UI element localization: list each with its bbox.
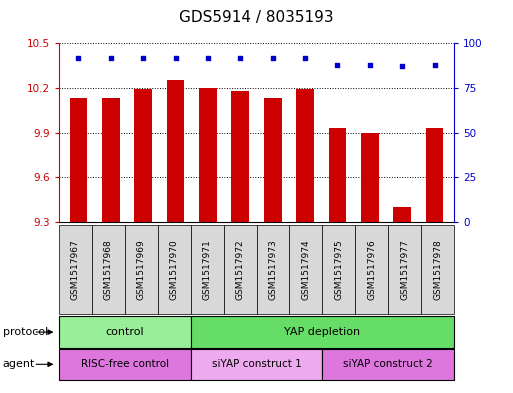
Text: GSM1517976: GSM1517976 (367, 239, 376, 300)
Text: GSM1517977: GSM1517977 (400, 239, 409, 300)
Bar (167, 81, 185, 222)
Text: GDS5914 / 8035193: GDS5914 / 8035193 (179, 10, 334, 25)
Text: GSM1517968: GSM1517968 (104, 239, 113, 300)
Point (107, 54, 115, 61)
Point (204, 54, 212, 61)
Point (398, 63, 406, 70)
Text: GSM1517972: GSM1517972 (235, 239, 245, 300)
Text: GSM1517974: GSM1517974 (301, 239, 310, 300)
Text: YAP depletion: YAP depletion (284, 327, 361, 337)
Point (236, 54, 244, 61)
Bar (361, 133, 379, 222)
Text: GSM1517971: GSM1517971 (203, 239, 212, 300)
Point (74, 54, 83, 61)
Text: RISC-free control: RISC-free control (81, 359, 169, 369)
Text: GSM1517975: GSM1517975 (334, 239, 343, 300)
Bar (426, 128, 443, 222)
Text: GSM1517973: GSM1517973 (268, 239, 278, 300)
Point (430, 62, 439, 68)
Bar (328, 128, 346, 222)
Text: GSM1517970: GSM1517970 (170, 239, 179, 300)
Bar (296, 90, 314, 222)
Point (301, 54, 309, 61)
Text: agent: agent (3, 359, 35, 369)
Text: protocol: protocol (3, 327, 48, 337)
Text: siYAP construct 2: siYAP construct 2 (343, 359, 433, 369)
Point (366, 62, 374, 68)
Text: control: control (106, 327, 144, 337)
Bar (199, 88, 217, 222)
Bar (231, 91, 249, 222)
Bar (102, 98, 120, 222)
Text: siYAP construct 1: siYAP construct 1 (212, 359, 301, 369)
Point (139, 54, 147, 61)
Bar (134, 90, 152, 222)
Text: GSM1517969: GSM1517969 (137, 239, 146, 300)
Bar (70, 98, 87, 222)
Text: GSM1517978: GSM1517978 (433, 239, 442, 300)
Bar (393, 207, 411, 222)
Text: GSM1517967: GSM1517967 (71, 239, 80, 300)
Point (171, 54, 180, 61)
Bar (264, 98, 282, 222)
Point (333, 62, 342, 68)
Point (269, 54, 277, 61)
